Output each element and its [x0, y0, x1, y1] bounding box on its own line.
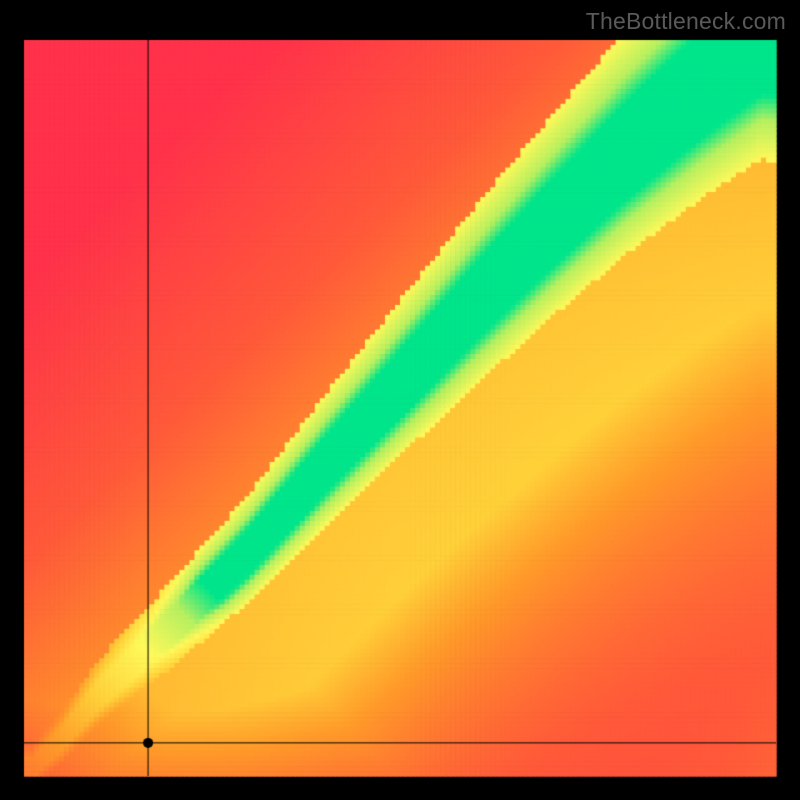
bottleneck-heatmap	[0, 0, 800, 800]
chart-container: TheBottleneck.com	[0, 0, 800, 800]
watermark: TheBottleneck.com	[586, 8, 786, 35]
